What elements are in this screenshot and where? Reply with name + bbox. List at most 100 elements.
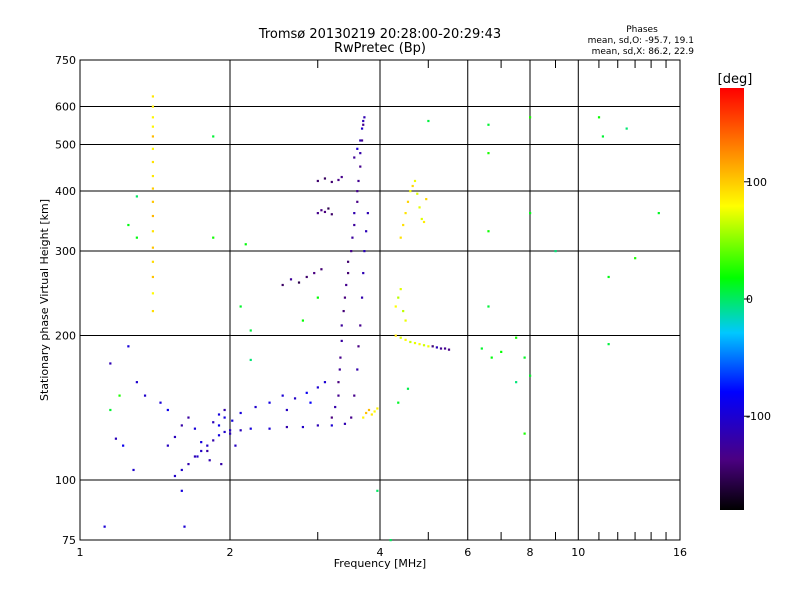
data-point	[316, 179, 319, 183]
data-point	[376, 407, 379, 410]
x-tick-labels: 1 2 4 6 8 10 16	[77, 546, 688, 559]
data-point	[362, 271, 365, 275]
data-point	[356, 190, 359, 193]
data-point	[373, 410, 376, 413]
data-point	[229, 432, 232, 435]
data-point	[418, 343, 421, 346]
data-point	[249, 358, 252, 362]
data-point	[357, 179, 360, 183]
data-point	[239, 429, 242, 432]
data-point	[316, 212, 319, 215]
data-point	[316, 424, 319, 427]
data-point	[360, 296, 364, 299]
data-point	[399, 236, 402, 239]
data-point	[402, 223, 405, 227]
data-point	[132, 468, 135, 472]
data-point	[159, 401, 162, 404]
data-point	[523, 356, 526, 359]
data-point	[206, 449, 209, 453]
data-point	[151, 174, 155, 178]
data-point	[206, 444, 209, 447]
data-point	[254, 405, 257, 409]
data-point	[427, 119, 430, 123]
data-point	[334, 405, 337, 409]
data-point	[301, 425, 305, 429]
data-point	[356, 147, 359, 150]
x-tick-label: 8	[527, 546, 534, 559]
data-point	[529, 374, 532, 377]
x-tick-label: 1	[77, 546, 84, 559]
data-point	[447, 348, 451, 351]
y-tick-label: 75	[62, 534, 76, 547]
data-point	[416, 192, 419, 195]
data-point	[443, 347, 447, 350]
data-point	[346, 271, 350, 275]
data-point	[350, 416, 353, 419]
data-point	[356, 368, 359, 371]
data-point	[353, 394, 356, 397]
data-point	[223, 430, 226, 434]
data-point	[411, 184, 414, 188]
data-point	[529, 212, 532, 215]
x-axis-label: Frequency [MHz]	[334, 557, 426, 570]
data-point	[397, 296, 400, 299]
data-point	[281, 283, 284, 287]
data-point	[323, 210, 327, 214]
data-point	[223, 416, 226, 419]
colorbar-tick-label: 100	[746, 176, 767, 189]
y-tick-label: 400	[55, 185, 76, 198]
data-point	[366, 212, 369, 215]
data-point	[422, 344, 426, 347]
data-point	[625, 127, 628, 130]
data-point	[362, 123, 365, 126]
data-point	[239, 411, 242, 415]
data-point	[183, 525, 186, 528]
y-tick-label: 500	[55, 139, 76, 152]
data-point	[268, 427, 271, 430]
data-point	[487, 230, 490, 233]
data-point	[151, 246, 155, 249]
x-tick-label: 16	[673, 546, 687, 559]
data-point	[103, 525, 106, 528]
data-point	[427, 345, 430, 348]
data-point	[327, 207, 330, 210]
data-point	[118, 394, 121, 397]
data-point	[151, 214, 155, 218]
data-point	[363, 250, 366, 253]
data-point	[657, 212, 660, 215]
data-point	[305, 391, 308, 394]
data-point	[487, 305, 490, 308]
data-point	[187, 462, 190, 466]
data-point	[249, 427, 252, 430]
data-point	[399, 288, 402, 291]
data-point	[413, 341, 417, 345]
data-point	[109, 362, 112, 365]
data-point	[343, 422, 347, 425]
data-point	[370, 413, 373, 416]
data-point	[363, 116, 366, 119]
data-point	[554, 250, 557, 253]
data-point	[529, 116, 532, 119]
data-point	[244, 243, 247, 246]
colorbar-tick-label: -100	[746, 410, 771, 423]
data-point	[200, 441, 203, 444]
data-point	[340, 175, 343, 179]
data-point	[340, 339, 343, 343]
data-point	[425, 198, 428, 201]
chart-title: Tromsø 20130219 20:28:00-20:29:43	[258, 27, 501, 42]
data-point	[362, 119, 365, 123]
data-point	[301, 319, 305, 322]
data-point	[122, 444, 125, 447]
data-point	[365, 411, 368, 415]
data-point	[356, 200, 359, 203]
data-point	[109, 408, 112, 412]
data-point	[345, 283, 348, 287]
data-point	[223, 408, 226, 412]
data-point	[607, 343, 610, 346]
data-point	[151, 95, 155, 98]
data-point	[330, 180, 333, 184]
data-point	[196, 455, 199, 458]
data-point	[601, 135, 605, 138]
data-point	[357, 345, 360, 348]
data-point	[487, 152, 490, 155]
